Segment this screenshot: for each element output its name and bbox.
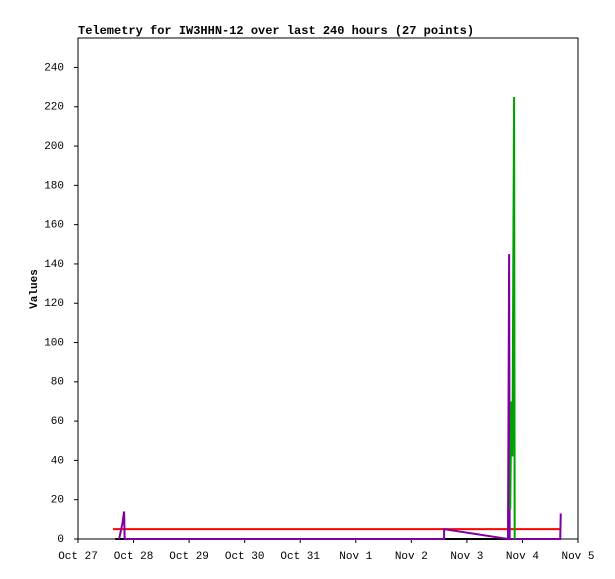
y-tick-label: 100 [44,337,64,349]
x-tick-label: Oct 27 [58,551,98,563]
x-tick-label: Nov 5 [561,551,594,563]
y-tick-label: 160 [44,220,64,232]
plot-frame [77,37,579,540]
x-tick-label: Oct 31 [280,551,320,563]
y-axis-label: Values [29,269,41,309]
y-tick-label: 140 [44,259,64,271]
x-tick-label: Oct 30 [225,551,265,563]
y-tick-label: 180 [44,180,64,192]
y-tick-label: 0 [57,534,64,546]
x-tick-label: Nov 4 [506,551,539,563]
series-line [118,254,562,541]
y-tick-label: 200 [44,141,64,153]
x-tick-label: Oct 29 [169,551,209,563]
y-tick-label: 120 [44,298,64,310]
y-tick-label: 40 [51,455,64,467]
y-tick-label: 220 [44,102,64,114]
x-tick-label: Oct 28 [114,551,154,563]
y-tick-label: 80 [51,377,64,389]
series-line [509,96,516,540]
chart-title: Telemetry for IW3HHN-12 over last 240 ho… [78,24,474,38]
x-tick-label: Nov 1 [339,551,372,563]
y-tick-label: 60 [51,416,64,428]
x-tick-label: Nov 2 [395,551,428,563]
x-tick-label: Nov 3 [450,551,483,563]
y-tick-label: 240 [44,62,64,74]
y-tick-label: 20 [51,495,64,507]
